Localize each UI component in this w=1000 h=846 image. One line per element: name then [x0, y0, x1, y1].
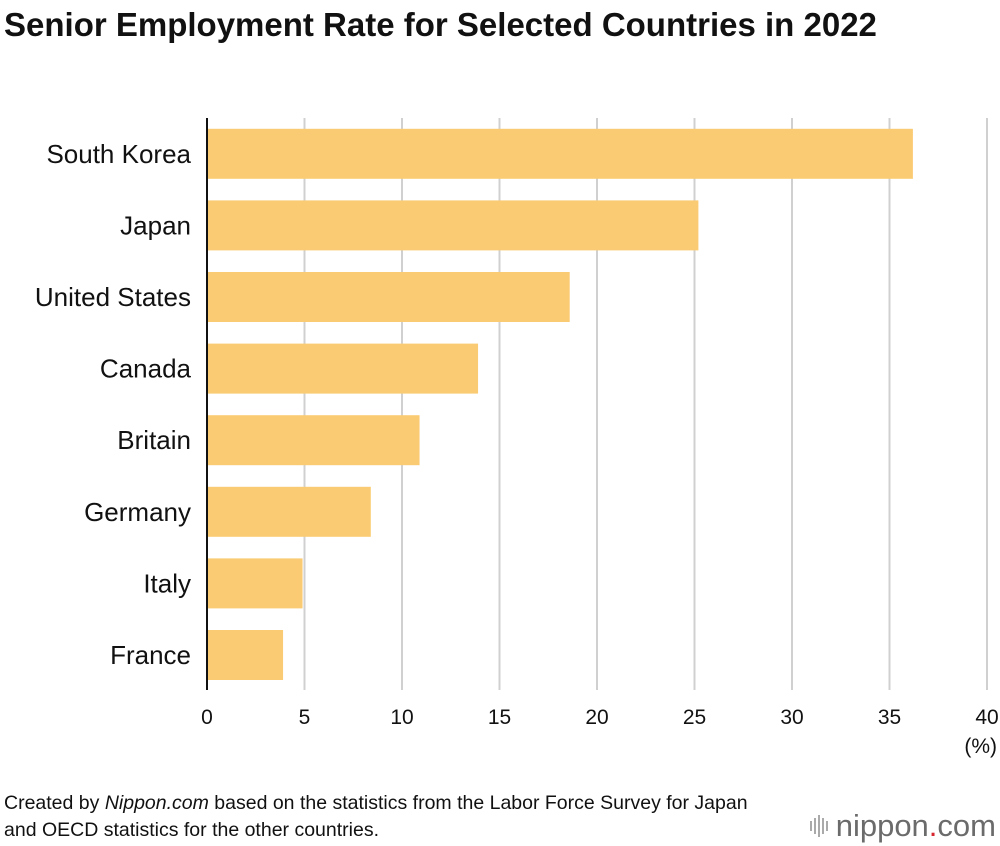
logo-word: nippon	[835, 808, 929, 843]
x-tick-label: 30	[780, 706, 803, 729]
bar	[207, 200, 699, 251]
bar	[207, 272, 570, 322]
x-axis-unit: (%)	[964, 735, 997, 758]
bar	[207, 486, 371, 537]
sound-wave-icon	[809, 815, 828, 837]
bar	[207, 415, 420, 466]
bar	[207, 128, 913, 179]
x-tick-label: 20	[585, 706, 608, 729]
x-tick-label: 5	[299, 706, 311, 729]
logo-dot: .	[928, 808, 938, 843]
chart-title: Senior Employment Rate for Selected Coun…	[4, 6, 877, 43]
category-label: Germany	[84, 497, 191, 527]
source-prefix: Created by	[4, 792, 105, 814]
x-tick-label: 15	[488, 706, 511, 729]
bar	[207, 630, 284, 680]
x-tick-label: 25	[683, 706, 706, 729]
category-label: South Korea	[46, 139, 191, 169]
x-tick-label: 40	[975, 706, 998, 729]
bar	[207, 558, 303, 609]
category-label: Japan	[120, 210, 191, 240]
nippon-logo: nippon. com	[809, 808, 996, 844]
category-label: Britain	[117, 425, 191, 455]
bar	[207, 343, 479, 394]
category-label: Italy	[143, 568, 191, 598]
category-label: Canada	[100, 354, 192, 384]
category-label: United States	[35, 282, 191, 312]
logo-tld: com	[937, 808, 996, 843]
category-label: France	[110, 640, 191, 670]
source-suffix: based on the statistics from the Labor F…	[4, 792, 748, 841]
x-tick-label: 35	[878, 706, 901, 729]
source-note: Created by Nippon.com based on the stati…	[4, 790, 784, 844]
x-tick-label: 10	[390, 706, 413, 729]
source-site: Nippon.com	[104, 792, 209, 814]
x-tick-label: 0	[201, 706, 213, 729]
